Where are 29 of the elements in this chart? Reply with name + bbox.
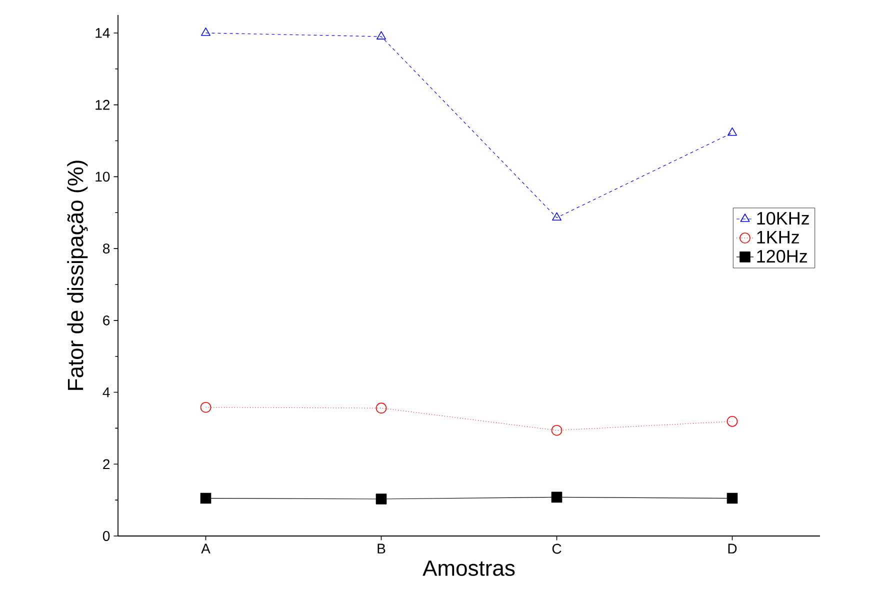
point xyxy=(376,31,386,40)
y-tick-label: 4 xyxy=(102,387,110,398)
x-tick-label: B xyxy=(378,544,386,554)
y-tick-label: 0 xyxy=(102,531,110,541)
point xyxy=(551,424,562,436)
point xyxy=(552,212,562,221)
y-axis-title: Fator de dissipação (%) xyxy=(67,160,88,390)
x-tick-label: D xyxy=(728,544,737,554)
legend-label: 120Hz xyxy=(757,250,807,263)
x-tick-label: C xyxy=(552,544,562,554)
y-tick-label: 6 xyxy=(103,315,110,326)
point xyxy=(200,492,212,504)
y-tick-label: 10 xyxy=(96,172,110,182)
point xyxy=(728,127,737,136)
x-axis-title: Amostras xyxy=(422,560,515,576)
point xyxy=(201,28,210,36)
point xyxy=(376,494,387,504)
legend-label: 10KHz xyxy=(757,212,809,225)
point xyxy=(726,492,738,504)
y-tick-label: 14 xyxy=(96,28,110,38)
y-tick-label: 8 xyxy=(103,244,110,254)
x-tick-label: A xyxy=(201,544,210,554)
point xyxy=(551,492,562,503)
point xyxy=(376,402,387,414)
point xyxy=(726,416,738,427)
y-tick-label: 12 xyxy=(96,100,110,110)
point xyxy=(200,402,212,413)
legend-label: 1KHz xyxy=(757,231,799,244)
y-tick-label: 2 xyxy=(103,459,110,470)
